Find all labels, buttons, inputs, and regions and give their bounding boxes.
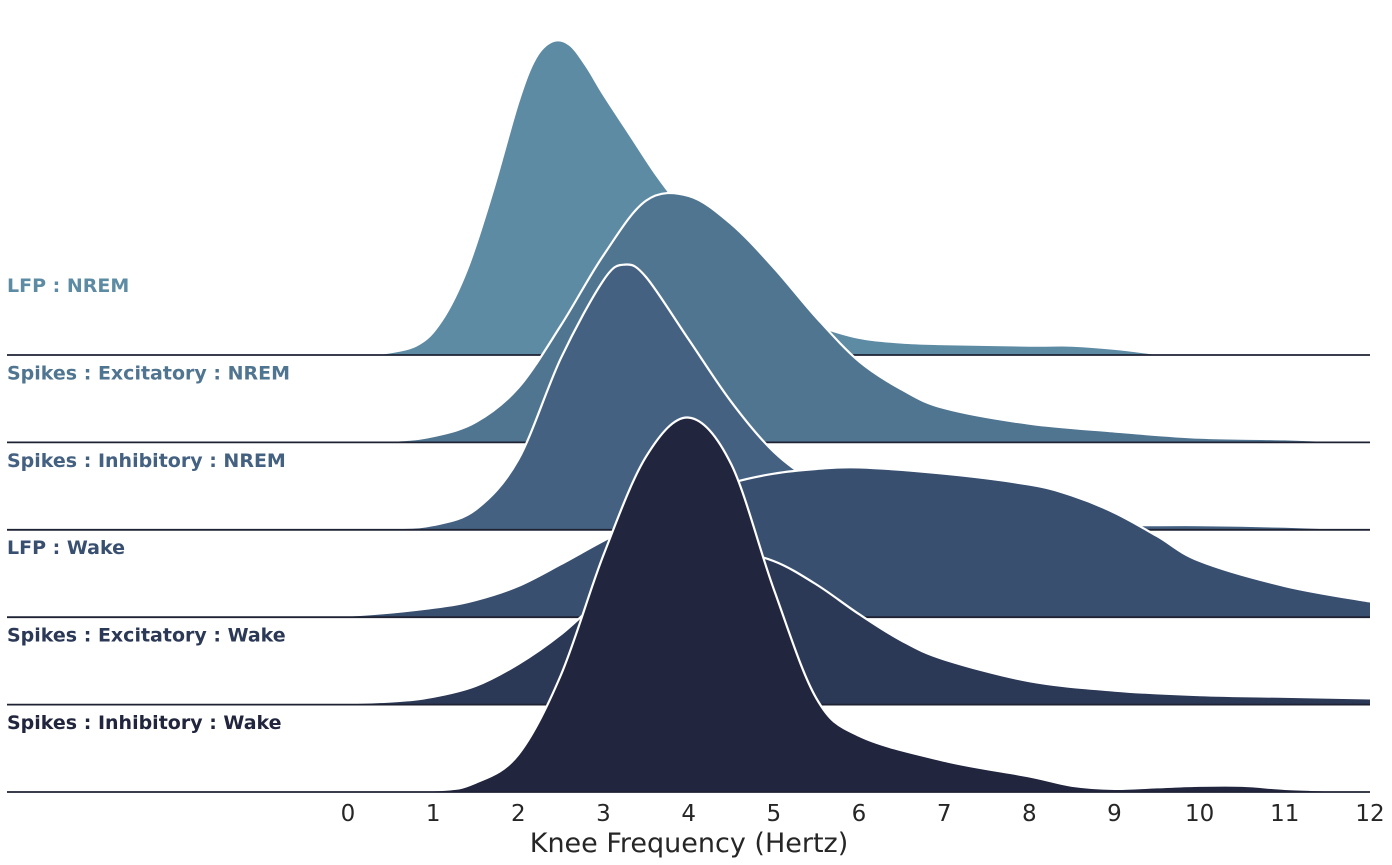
- ridge-5: Spikes : Inhibitory : Wake: [7, 416, 1371, 794]
- x-tick-label: 1: [426, 801, 441, 827]
- x-tick-label: 5: [766, 801, 781, 827]
- x-tick-label: 9: [1107, 801, 1122, 827]
- density-area: [373, 40, 1166, 356]
- x-axis-title: Knee Frequency (Hertz): [530, 828, 849, 859]
- x-ticks-group: 0 1 2 3 4 5 6 7 8 9 10 11 12: [341, 801, 1385, 827]
- x-tick-label: 10: [1185, 801, 1214, 827]
- x-tick-label: 7: [937, 801, 952, 827]
- x-tick-label: 4: [681, 801, 696, 827]
- density-outline: [305, 550, 1371, 706]
- ridges-group: LFP : NREM Spikes : Excitatory : NREM Spik…: [7, 39, 1371, 794]
- ridge-label: Spikes : Inhibitory : Wake: [7, 712, 282, 734]
- x-tick-label: 0: [341, 801, 356, 827]
- x-tick-label: 8: [1022, 801, 1037, 827]
- x-tick-label: 3: [596, 801, 611, 827]
- density-outline: [373, 39, 1166, 357]
- density-area: [305, 417, 1370, 792]
- ridge-label: Spikes : Excitatory : NREM: [7, 362, 290, 384]
- x-tick-label: 11: [1270, 801, 1299, 827]
- density-area: [305, 264, 1370, 530]
- ridge-label: Spikes : Excitatory : Wake: [7, 625, 286, 647]
- density-outline: [305, 416, 1371, 794]
- x-tick-label: 2: [511, 801, 526, 827]
- density-outline: [305, 191, 1371, 444]
- ridge-label: LFP : NREM: [7, 275, 129, 297]
- density-outline: [220, 466, 1371, 619]
- density-area: [220, 467, 1370, 618]
- x-tick-label: 6: [852, 801, 867, 827]
- ridge-label: Spikes : Inhibitory : NREM: [7, 450, 286, 472]
- ridge-label: LFP : Wake: [7, 537, 125, 559]
- x-tick-label: 12: [1355, 801, 1384, 827]
